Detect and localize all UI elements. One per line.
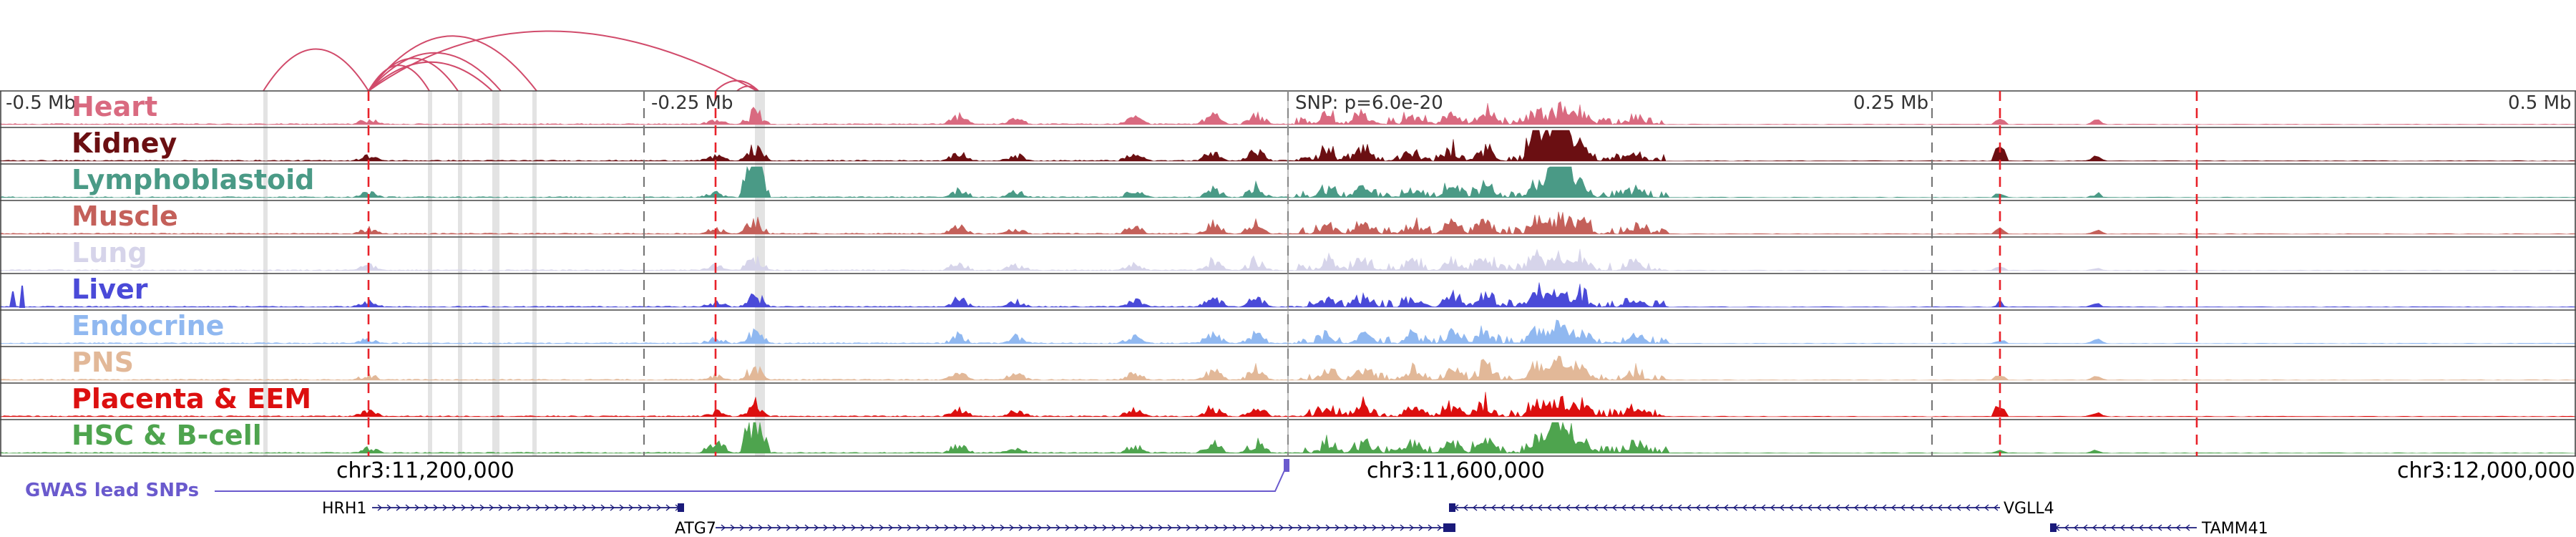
interaction-arc <box>368 64 430 92</box>
signal-area <box>0 165 2576 198</box>
gwas-connector <box>215 468 1286 492</box>
interaction-arc <box>715 79 759 92</box>
track-label-kidney: Kidney <box>72 127 177 159</box>
gwas-snp-marker <box>1284 459 1289 472</box>
signal-area <box>0 319 2576 344</box>
axis-marker-label: 0.5 Mb <box>2508 92 2572 114</box>
gene-exon <box>1443 523 1450 532</box>
relative-axis: -0.5 Mb -0.25 Mb SNP: p=6.0e-20 0.25 Mb 0.5 … <box>6 92 2572 114</box>
interaction-arc <box>368 52 502 92</box>
signal-area <box>0 282 2576 308</box>
loop-arcs <box>263 30 759 92</box>
axis-marker-label: SNP: p=6.0e-20 <box>1295 92 1443 114</box>
genomic-coordinates: chr3:11,200,000 chr3:11,600,000 chr3:12,00… <box>336 458 2575 483</box>
gene-exon <box>1449 503 1455 512</box>
track-label-pns: PNS <box>72 347 134 378</box>
signal-area <box>0 248 2576 271</box>
interaction-arc <box>368 30 758 92</box>
track-label-lymphoblastoid: Lymphoblastoid <box>72 164 314 195</box>
gwas-lead-snps: GWAS lead SNPs <box>25 459 1289 501</box>
axis-marker-label: -0.25 Mb <box>651 92 733 114</box>
strand-chevrons <box>377 504 680 511</box>
gene-tamm41: TAMM41 <box>2050 520 2268 537</box>
signal-area <box>0 421 2576 454</box>
track-label-endocrine: Endocrine <box>72 310 224 342</box>
axis-marker-label: -0.5 Mb <box>6 92 76 114</box>
signal-area <box>0 101 2576 125</box>
interaction-arc <box>263 48 369 92</box>
track-label-liver: Liver <box>72 274 148 305</box>
gene-annotations: HRH1 ATG7 VGLL4 TAMM41 <box>322 500 2268 537</box>
gene-vgll4: VGLL4 <box>1449 500 2054 518</box>
coordinate-label: chr3:12,000,000 <box>2397 458 2575 483</box>
track-label-hsc-b-cell: HSC & B-cell <box>72 420 262 451</box>
gene-label: TAMM41 <box>2201 520 2268 537</box>
track-label-heart: Heart <box>72 91 157 122</box>
signal-area <box>0 355 2576 381</box>
axis-marker-label: 0.25 Mb <box>1853 92 1928 114</box>
interaction-arc <box>368 57 459 92</box>
track-labels: Heart Kidney Lymphoblastoid Muscle Lung Liver… <box>72 91 314 451</box>
track-label-muscle: Muscle <box>72 200 178 232</box>
track-label-placenta-eem: Placenta & EEM <box>72 383 311 415</box>
strand-chevrons <box>721 524 1443 531</box>
coordinate-label: chr3:11,600,000 <box>1367 458 1545 483</box>
track-label-lung: Lung <box>72 237 147 268</box>
highlight-lines <box>367 91 2198 456</box>
interaction-arc <box>368 61 493 92</box>
signal-area <box>0 392 2576 417</box>
gene-hrh1: HRH1 <box>322 500 684 518</box>
gene-label: VGLL4 <box>2004 500 2054 518</box>
gene-label: ATG7 <box>675 520 716 537</box>
gwas-label: GWAS lead SNPs <box>25 480 199 501</box>
gene-exon <box>2050 523 2057 532</box>
signal-spike <box>9 285 26 308</box>
signal-area <box>0 211 2576 235</box>
gene-exon <box>1449 523 1455 532</box>
signal-area <box>0 130 2576 162</box>
gene-atg7: ATG7 <box>675 520 1455 537</box>
gene-label: HRH1 <box>322 500 366 518</box>
gene-exon <box>678 503 684 512</box>
coordinate-label: chr3:11,200,000 <box>336 458 514 483</box>
